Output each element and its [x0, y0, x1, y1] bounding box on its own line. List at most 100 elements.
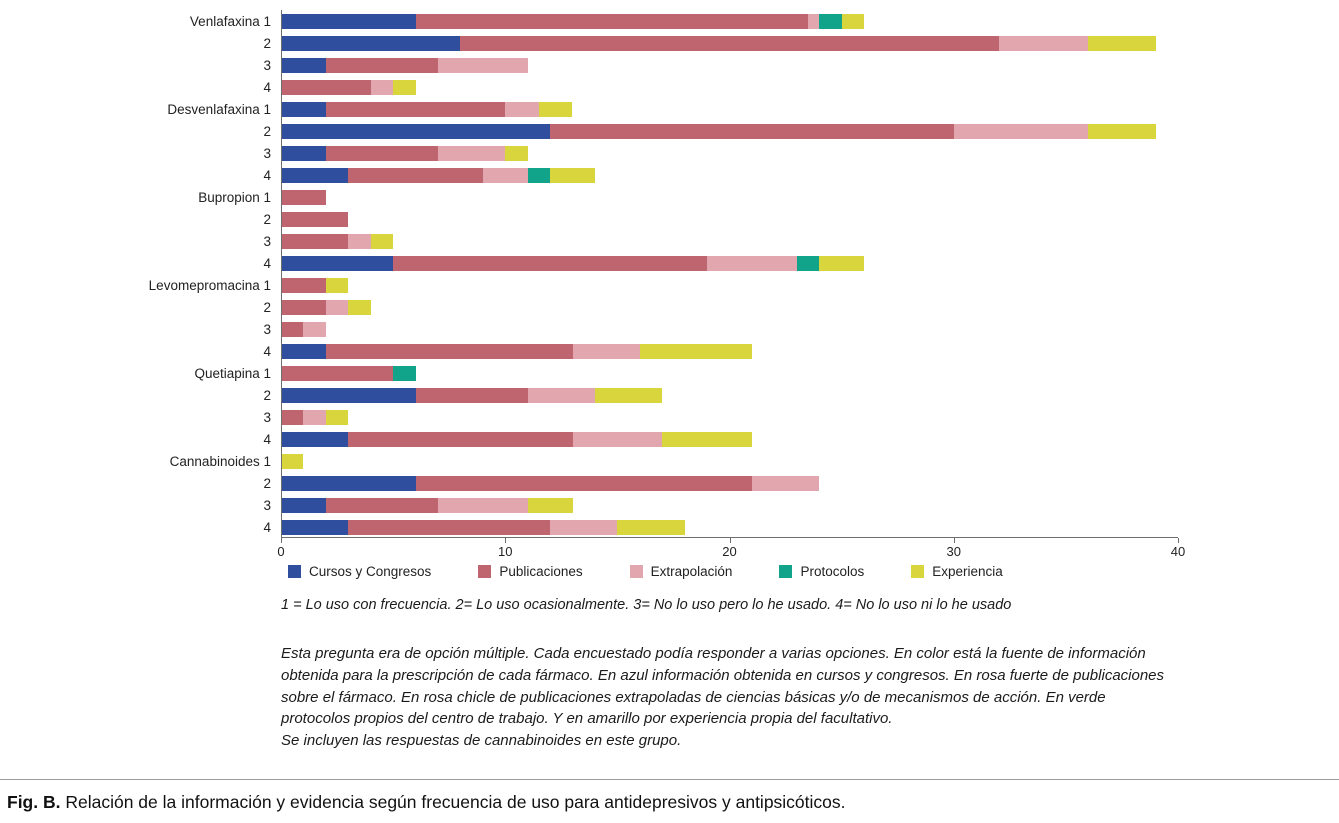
bar-segment-cursos-y-congresos — [281, 475, 416, 491]
bar-segment-publicaciones — [281, 321, 304, 337]
bar-segment-extrapolacion — [482, 167, 528, 183]
bar-track — [281, 189, 1178, 205]
bar-segment-extrapolacion — [550, 519, 618, 535]
bar-row: 3 — [0, 318, 1339, 340]
bar-row: Levomepromacina 1 — [0, 274, 1339, 296]
bar-track — [281, 145, 1178, 161]
row-label: 2 — [263, 475, 271, 491]
x-axis-tick — [281, 538, 282, 543]
bar-row: 4 — [0, 76, 1339, 98]
legend-label: Extrapolación — [650, 564, 733, 579]
x-axis-tick-label: 0 — [277, 544, 285, 559]
x-axis-tick — [729, 538, 731, 543]
figure-caption-label: Fig. B. — [7, 792, 61, 812]
bar-segment-publicaciones — [415, 387, 528, 403]
row-label: 3 — [263, 409, 271, 425]
methodology-note: Esta pregunta era de opción múltiple. Ca… — [281, 645, 1165, 728]
bar-segment-experiencia — [325, 409, 349, 425]
bar-segment-publicaciones — [281, 79, 371, 95]
bar-segment-publicaciones — [281, 277, 326, 293]
bar-segment-extrapolacion — [437, 145, 506, 161]
bar-segment-experiencia — [594, 387, 663, 403]
bar-row: 2 — [0, 120, 1339, 142]
bar-segment-cursos-y-congresos — [281, 101, 326, 117]
bar-segment-cursos-y-congresos — [281, 13, 416, 29]
row-label: 4 — [263, 519, 271, 535]
bar-row: 3 — [0, 230, 1339, 252]
bar-segment-publicaciones — [348, 167, 483, 183]
bar-segment-protocolos — [527, 167, 551, 183]
bar-track — [281, 475, 1178, 491]
legend-swatch-publicaciones — [478, 565, 492, 578]
legend-swatch-protocolos — [779, 565, 793, 578]
bar-segment-publicaciones — [281, 233, 349, 249]
bar-row: 2 — [0, 384, 1339, 406]
bar-segment-publicaciones — [325, 145, 438, 161]
bar-segment-extrapolacion — [348, 233, 371, 249]
bar-segment-cursos-y-congresos — [281, 431, 349, 447]
legend-label: Protocolos — [800, 564, 865, 579]
bar-segment-publicaciones — [393, 255, 708, 271]
legend-item-extrapolacion: Extrapolación — [629, 564, 733, 579]
bar-track — [281, 321, 1178, 337]
bar-segment-publicaciones — [325, 101, 506, 117]
bar-segment-publicaciones — [281, 365, 394, 381]
bar-track — [281, 299, 1178, 315]
figure-caption-text: Relación de la información y evidencia s… — [65, 792, 846, 812]
bar-segment-protocolos — [819, 13, 842, 29]
bar-segment-extrapolacion — [303, 409, 326, 425]
bar-segment-cursos-y-congresos — [281, 145, 326, 161]
row-label: 2 — [263, 299, 271, 315]
bar-segment-experiencia — [617, 519, 685, 535]
x-axis-tick — [953, 538, 955, 543]
bar-track — [281, 35, 1178, 51]
bar-segment-extrapolacion — [707, 255, 797, 271]
bar-segment-extrapolacion — [303, 321, 326, 337]
bar-row: 2 — [0, 208, 1339, 230]
bar-segment-extrapolacion — [572, 431, 663, 447]
row-label: 2 — [263, 123, 271, 139]
bar-segment-publicaciones — [281, 409, 304, 425]
bar-segment-cursos-y-congresos — [281, 519, 349, 535]
bar-segment-experiencia — [370, 233, 394, 249]
bar-row: 3 — [0, 494, 1339, 516]
row-label: 3 — [263, 233, 271, 249]
bar-segment-publicaciones — [325, 497, 438, 513]
row-label: 3 — [263, 321, 271, 337]
bar-track — [281, 101, 1178, 117]
x-axis-tick-label: 10 — [498, 544, 513, 559]
bar-row: Desvenlafaxina 1 — [0, 98, 1339, 120]
bar-segment-cursos-y-congresos — [281, 57, 326, 73]
bar-row: Bupropion 1 — [0, 186, 1339, 208]
bar-segment-experiencia — [538, 101, 573, 117]
bar-row: Cannabinoides 1 — [0, 450, 1339, 472]
row-label: 4 — [263, 79, 271, 95]
legend-swatch-extrapolacion — [629, 565, 643, 578]
bar-segment-extrapolacion — [527, 387, 595, 403]
bar-segment-publicaciones — [348, 431, 573, 447]
bar-row: 4 — [0, 252, 1339, 274]
bar-segment-experiencia — [639, 343, 752, 359]
bar-segment-experiencia — [1088, 123, 1156, 139]
row-label: Bupropion 1 — [198, 189, 271, 205]
bar-segment-extrapolacion — [807, 13, 820, 29]
bar-track — [281, 13, 1178, 29]
bar-segment-experiencia — [505, 145, 528, 161]
x-axis-tick — [505, 538, 507, 543]
bar-segment-extrapolacion — [437, 57, 528, 73]
bar-track — [281, 453, 1178, 469]
bar-segment-experiencia — [325, 277, 349, 293]
legend-label: Experiencia — [932, 564, 1003, 579]
bar-track — [281, 519, 1178, 535]
bar-track — [281, 431, 1178, 447]
bar-segment-publicaciones — [460, 35, 999, 51]
bar-row: 2 — [0, 296, 1339, 318]
bar-segment-extrapolacion — [953, 123, 1089, 139]
row-label: 4 — [263, 255, 271, 271]
legend-label: Cursos y Congresos — [309, 564, 432, 579]
bar-track — [281, 409, 1178, 425]
bar-segment-extrapolacion — [572, 343, 640, 359]
cannabinoids-note: Se incluyen las respuestas de cannabinoi… — [281, 732, 682, 750]
x-axis-tick — [1178, 538, 1179, 543]
